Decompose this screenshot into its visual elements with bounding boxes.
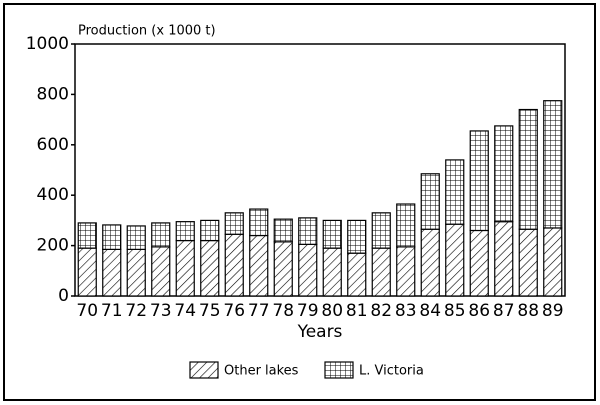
bar-segment — [396, 203, 416, 248]
bar-segment — [543, 100, 563, 229]
x-tick-label: 70 — [76, 301, 98, 321]
bar-segment — [445, 223, 465, 297]
y-tick-label: 400 — [37, 185, 69, 205]
bar-segment — [200, 219, 220, 242]
bar-segment — [298, 243, 318, 297]
bar-segment — [420, 228, 440, 297]
bar-segment — [224, 233, 244, 297]
x-tick-label: 83 — [395, 301, 417, 321]
x-tick-label: 82 — [370, 301, 392, 321]
y-tick-label: 1000 — [26, 34, 69, 54]
x-tick-label: 79 — [297, 301, 319, 321]
x-tick-label: 86 — [468, 301, 490, 321]
bar-segment — [518, 228, 538, 297]
bar-segment — [175, 221, 195, 242]
bar-segment — [494, 221, 514, 297]
x-tick-label: 78 — [272, 301, 294, 321]
bar-segment — [469, 130, 489, 232]
bar-segment — [200, 239, 220, 297]
bar-segment — [420, 173, 440, 230]
bar-segment — [518, 108, 538, 230]
bar-segment — [469, 229, 489, 297]
x-tick-label: 81 — [346, 301, 368, 321]
x-tick-label: 74 — [174, 301, 196, 321]
bar-segment — [322, 219, 342, 249]
bar-segment — [126, 225, 146, 250]
bar-segment — [322, 247, 342, 297]
legend-label: Other lakes — [224, 364, 299, 379]
bar-segment — [445, 159, 465, 225]
bar-segment — [77, 247, 97, 297]
x-tick-label: 84 — [419, 301, 441, 321]
bar-segment — [273, 218, 293, 243]
bar-segment — [494, 125, 514, 223]
plot-frame — [74, 43, 566, 297]
bar-segment — [298, 217, 318, 245]
x-tick-label: 73 — [150, 301, 172, 321]
x-tick-label: 71 — [101, 301, 123, 321]
y-tick-label: 600 — [37, 135, 69, 155]
bar-segment — [224, 212, 244, 235]
x-tick-label: 77 — [248, 301, 270, 321]
x-tick-label: 85 — [444, 301, 466, 321]
frame — [3, 3, 596, 401]
bar-segment — [249, 208, 269, 237]
bar-segment — [102, 248, 122, 297]
x-tick-label: 75 — [199, 301, 221, 321]
bar-segment — [396, 246, 416, 297]
bar-segment — [347, 252, 367, 297]
x-axis-label: Years — [297, 322, 343, 342]
bar-segment — [175, 239, 195, 297]
y-tick-label: 0 — [58, 286, 69, 306]
legend-label: L. Victoria — [359, 364, 424, 379]
bar-segment — [126, 248, 146, 297]
x-tick-label: 89 — [542, 301, 564, 321]
y-tick-label: 800 — [37, 84, 69, 104]
bar-segment — [371, 212, 391, 249]
bar-segment — [249, 234, 269, 297]
bar-segment — [347, 219, 367, 254]
x-tick-label: 76 — [223, 301, 245, 321]
bar-segment — [151, 222, 171, 248]
bar-segment — [543, 227, 563, 297]
x-tick-label: 72 — [125, 301, 147, 321]
y-tick-label: 200 — [37, 236, 69, 256]
bar-segment — [151, 246, 171, 297]
x-tick-label: 80 — [321, 301, 343, 321]
bar-segment — [77, 222, 97, 249]
x-tick-label: 88 — [517, 301, 539, 321]
y-axis-label: Production (x 1000 t) — [78, 24, 216, 39]
bar-segment — [371, 247, 391, 297]
bar-segment — [273, 241, 293, 297]
legend-swatch — [189, 361, 219, 379]
legend-swatch — [324, 361, 354, 379]
x-tick-label: 87 — [493, 301, 515, 321]
bar-segment — [102, 224, 122, 250]
